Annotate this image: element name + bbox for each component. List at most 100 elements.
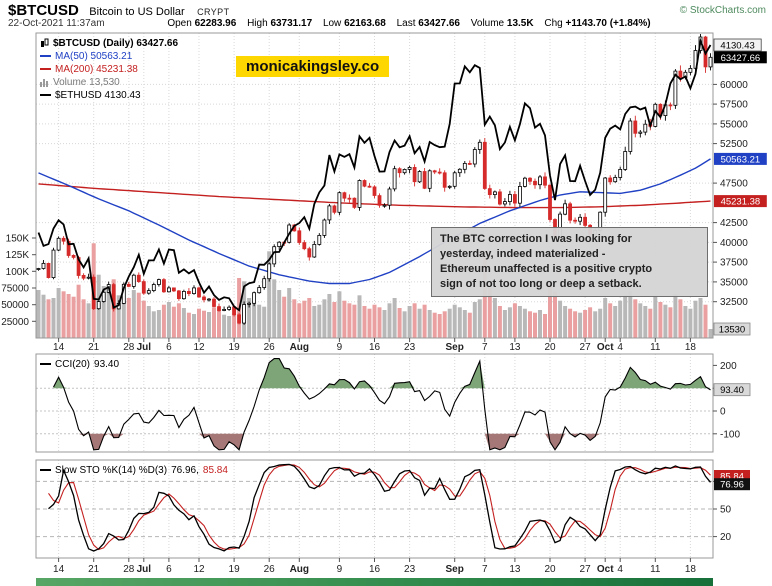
sto-legend-label: Slow STO %K(14) %D(3)	[55, 464, 168, 476]
svg-text:14: 14	[53, 342, 65, 353]
sto-k-line	[48, 463, 711, 552]
low-label: Low	[322, 18, 342, 29]
svg-text:4130.43: 4130.43	[720, 41, 754, 52]
watermark-site-link[interactable]: monicakingsley.co	[236, 56, 390, 77]
ma200-line-icon	[40, 68, 51, 70]
annotation-line-3: Ethereum unaffected is a positive crypto	[440, 263, 653, 275]
eth-price-label	[713, 38, 762, 52]
cci-line-icon	[40, 363, 51, 365]
sto-k-value-label	[714, 478, 750, 491]
svg-text:7: 7	[482, 342, 488, 353]
svg-text:37500: 37500	[720, 258, 748, 269]
svg-text:13: 13	[509, 564, 521, 575]
svg-text:6: 6	[166, 342, 172, 353]
cci-legend-label: CCI(20)	[55, 358, 91, 370]
last-label: Last	[396, 18, 416, 29]
legend-label-ma200: MA(200) 45231.38	[55, 63, 138, 75]
svg-text:27: 27	[580, 342, 592, 353]
svg-text:50563.21: 50563.21	[721, 154, 761, 165]
ticker-name: Bitcoin to US Dollar	[89, 6, 185, 18]
svg-text:125K: 125K	[6, 250, 30, 261]
svg-text:14: 14	[53, 564, 65, 575]
last-price-label	[714, 51, 767, 64]
svg-text:60000: 60000	[720, 80, 748, 91]
ma50-price-label	[714, 152, 767, 165]
svg-text:12: 12	[193, 342, 205, 353]
svg-text:23: 23	[404, 564, 416, 575]
low-value: 62163.68	[344, 18, 386, 29]
svg-text:11: 11	[650, 342, 661, 353]
legend-label-ma50: MA(50) 50563.21	[55, 50, 133, 62]
svg-text:27: 27	[580, 564, 592, 575]
svg-text:21: 21	[88, 342, 100, 353]
svg-text:18: 18	[685, 342, 697, 353]
legend-item-volume: Volume 13,530	[40, 76, 120, 88]
svg-text:9: 9	[337, 564, 343, 575]
svg-text:21: 21	[88, 564, 100, 575]
high-label: High	[247, 18, 268, 29]
header-title-row: $BTCUSD Bitcoin to US Dollar CRYPT © Sto…	[8, 2, 772, 20]
last-value: 63427.66	[418, 18, 460, 29]
svg-text:45231.38: 45231.38	[721, 197, 761, 208]
svg-text:42500: 42500	[720, 218, 748, 229]
volume-label: Volume	[470, 18, 505, 29]
svg-text:100K: 100K	[6, 267, 30, 278]
svg-text:75000: 75000	[1, 284, 29, 295]
svg-text:20: 20	[544, 342, 556, 353]
svg-text:55000: 55000	[720, 119, 748, 130]
ma50-line	[38, 158, 711, 285]
open-label: Open	[167, 18, 192, 29]
legend-item-btcusd: $BTCUSD (Daily) 63427.66	[40, 37, 178, 49]
stockcharts-copyright-link[interactable]: © StockCharts.com	[679, 5, 766, 16]
ma200-line	[38, 183, 711, 209]
volume-layer	[36, 243, 713, 338]
svg-text:Oct: Oct	[597, 564, 614, 575]
svg-text:26: 26	[264, 342, 276, 353]
svg-text:32500: 32500	[720, 297, 748, 308]
svg-text:18: 18	[685, 564, 697, 575]
annotation-line-4: sign of not too long or deep a setback.	[440, 278, 642, 290]
svg-text:47500: 47500	[720, 179, 748, 190]
quote-line: Open 62283.96 High 63731.17 Low 62163.68…	[159, 18, 650, 29]
svg-text:28: 28	[123, 342, 135, 353]
svg-text:9: 9	[337, 342, 343, 353]
svg-text:25000: 25000	[1, 317, 29, 328]
legend-label-btcusd: $BTCUSD (Daily) 63427.66	[53, 37, 179, 49]
eth-overlay-line	[37, 37, 712, 312]
bottom-accent-bar	[36, 578, 713, 586]
svg-text:35000: 35000	[720, 277, 748, 288]
annotation-box: The BTC correction I was looking for yes…	[431, 227, 708, 297]
svg-text:Aug: Aug	[290, 564, 309, 575]
svg-text:Aug: Aug	[290, 342, 309, 353]
sto-legend: Slow STO %K(14) %D(3) 76.96, 85.84	[40, 464, 228, 476]
sto-d-line	[48, 464, 711, 551]
svg-text:6: 6	[166, 564, 172, 575]
svg-text:11: 11	[650, 564, 661, 575]
sto-line-icon	[40, 469, 51, 471]
cci-legend-value: 93.40	[94, 358, 120, 370]
header-quote-row: 22-Oct-2021 11:37am Open 62283.96 High 6…	[8, 18, 772, 29]
svg-text:85.84: 85.84	[720, 472, 744, 483]
sto-legend-d-value: 85.84	[202, 464, 228, 476]
cci-legend: CCI(20) 93.40	[40, 358, 119, 370]
exchange-code: CRYPT	[197, 7, 230, 17]
svg-text:50000: 50000	[1, 300, 29, 311]
svg-text:40000: 40000	[720, 238, 748, 249]
cci-panel	[35, 353, 714, 453]
cci-line	[53, 358, 711, 451]
svg-text:16: 16	[369, 342, 381, 353]
svg-text:20: 20	[544, 564, 556, 575]
ma50-line-icon	[40, 55, 51, 57]
chg-value: +1143.70 (+1.84%)	[565, 18, 651, 29]
annotation-line-2: yesterday, indeed materialized -	[440, 248, 606, 260]
svg-text:57500: 57500	[720, 100, 748, 111]
svg-text:200: 200	[720, 361, 737, 372]
ticker-symbol: $BTCUSD	[8, 2, 79, 19]
svg-text:4: 4	[617, 342, 623, 353]
svg-text:13: 13	[509, 342, 521, 353]
svg-text:26: 26	[264, 564, 276, 575]
chg-label: Chg	[544, 18, 563, 29]
volume-axis-labels: 150K 125K 100K 75000 50000 25000	[1, 234, 36, 328]
chart-datetime: 22-Oct-2021 11:37am	[8, 18, 105, 29]
